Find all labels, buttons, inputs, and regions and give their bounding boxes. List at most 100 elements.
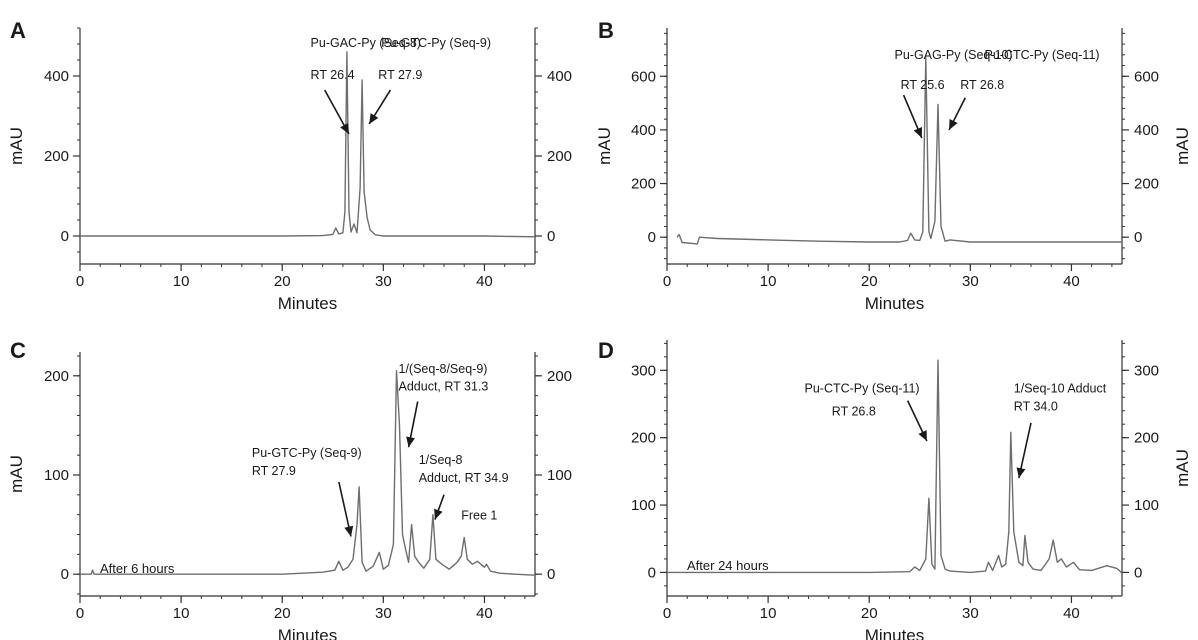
- x-tick-label: 20: [274, 273, 291, 290]
- annotation-arrow: [338, 481, 354, 537]
- y-tick-label-right: 400: [1134, 122, 1159, 139]
- y-tick-label-right: 0: [1134, 229, 1142, 246]
- x-tick-label: 30: [375, 273, 392, 290]
- y-tick-label-left: 0: [61, 566, 69, 583]
- peak-annotation: Pu-CTC-Py (Seq-11): [805, 382, 920, 396]
- time-note: After 24 hours: [687, 558, 769, 573]
- x-tick-label: 20: [861, 605, 878, 622]
- x-tick-label: 40: [476, 605, 493, 622]
- chromatogram-trace: [676, 56, 1122, 245]
- y-tick-label-right: 200: [1134, 430, 1159, 447]
- y-axis-title: mAU: [7, 127, 26, 165]
- chart-panel-d: D 0 10 20 30 40 0 0 100 100 200 200 300 300 Minutes mAU…: [598, 338, 1192, 640]
- x-tick-label: 10: [173, 605, 190, 622]
- panel-label: B: [598, 18, 614, 43]
- peak-annotation: Pu-GTC-Py (Seq-9): [381, 36, 491, 50]
- panel-label: C: [10, 338, 26, 363]
- peak-annotation: RT 34.0: [1014, 400, 1058, 414]
- annotation-arrow: [368, 89, 392, 125]
- y-tick-label-left: 400: [44, 68, 69, 85]
- y-tick-label-right: 400: [547, 68, 572, 85]
- chart-panel-c: C 0 10 20 30 40 0 0 100 100 200 200 Minutes mAU Pu-GTC…: [7, 338, 572, 640]
- peak-annotation: Adduct, RT 34.9: [419, 471, 509, 485]
- y-tick-label-left: 100: [631, 497, 656, 514]
- x-tick-label: 0: [663, 273, 671, 290]
- y-axis-title: mAU: [7, 455, 26, 493]
- time-note: After 6 hours: [100, 561, 175, 576]
- peak-annotation: Free 1: [461, 509, 497, 523]
- x-tick-label: 10: [173, 273, 190, 290]
- annotation-arrow: [906, 400, 928, 442]
- y-tick-label-right: 0: [547, 566, 555, 583]
- panel-label: D: [598, 338, 614, 363]
- peak-annotation: Pu-CTC-Py (Seq-11): [984, 48, 1099, 62]
- x-tick-label: 30: [962, 273, 979, 290]
- peak-annotation: 1/Seq-8: [419, 453, 463, 467]
- x-axis-title: Minutes: [865, 626, 925, 640]
- y-tick-label-left: 200: [44, 148, 69, 165]
- y-tick-label-right: 600: [1134, 68, 1159, 85]
- peak-annotation: RT 26.4: [311, 68, 355, 82]
- peak-annotation: Pu-GAC-Py (Seq-8): [311, 36, 421, 50]
- x-tick-label: 20: [274, 605, 291, 622]
- peak-annotation: Adduct, RT 31.3: [399, 380, 489, 394]
- y-tick-label-left: 0: [648, 564, 656, 581]
- x-axis-title: Minutes: [278, 294, 338, 313]
- annotation-arrow: [1016, 422, 1032, 479]
- panel-label: A: [10, 18, 26, 43]
- x-tick-label: 0: [76, 605, 84, 622]
- y-tick-label-right: 200: [547, 148, 572, 165]
- annotation-arrow: [406, 401, 419, 448]
- peak-annotation: 1/Seq-10 Adduct: [1014, 382, 1107, 396]
- x-tick-label: 30: [962, 605, 979, 622]
- y-tick-label-left: 200: [44, 368, 69, 385]
- x-tick-label: 40: [1063, 605, 1080, 622]
- x-axis-title: Minutes: [278, 626, 338, 640]
- peak-annotation: Pu-GAG-Py (Seq-10): [895, 48, 1013, 62]
- x-tick-label: 10: [760, 273, 777, 290]
- y-tick-label-right: 100: [547, 467, 572, 484]
- peak-annotation: Pu-GTC-Py (Seq-9): [252, 446, 362, 460]
- peak-annotation: RT 26.8: [960, 78, 1004, 92]
- y-axis-title-right: mAU: [1173, 449, 1192, 487]
- y-tick-label-left: 400: [631, 122, 656, 139]
- y-tick-label-left: 200: [631, 430, 656, 447]
- y-tick-label-right: 100: [1134, 497, 1159, 514]
- x-tick-label: 30: [375, 605, 392, 622]
- x-axis-title: Minutes: [865, 294, 925, 313]
- annotation-arrow: [323, 89, 350, 135]
- y-tick-label-right: 300: [1134, 362, 1159, 379]
- peak-annotation: RT 27.9: [378, 68, 422, 82]
- y-axis-title-right: mAU: [1173, 127, 1192, 165]
- peak-annotation: 1/(Seq-8/Seq-9): [399, 362, 488, 376]
- y-tick-label-left: 100: [44, 467, 69, 484]
- x-tick-label: 10: [760, 605, 777, 622]
- chromatogram-trace: [80, 370, 536, 576]
- y-tick-label-right: 200: [1134, 176, 1159, 193]
- y-tick-label-left: 0: [61, 228, 69, 245]
- chromatogram-trace: [80, 51, 536, 238]
- x-tick-label: 0: [663, 605, 671, 622]
- y-tick-label-right: 0: [547, 228, 555, 245]
- x-tick-label: 20: [861, 273, 878, 290]
- y-tick-label-right: 0: [1134, 564, 1142, 581]
- chromatogram-trace: [667, 359, 1123, 574]
- x-tick-label: 40: [1063, 273, 1080, 290]
- y-tick-label-left: 200: [631, 176, 656, 193]
- y-tick-label-right: 200: [547, 368, 572, 385]
- y-tick-label-left: 0: [648, 229, 656, 246]
- peak-annotation: RT 26.8: [832, 404, 876, 418]
- annotation-arrow: [948, 97, 966, 131]
- annotation-arrow: [434, 494, 445, 520]
- peak-annotation: RT 25.6: [901, 78, 945, 92]
- peak-annotation: RT 27.9: [252, 464, 296, 478]
- y-axis-title: mAU: [595, 127, 614, 165]
- y-tick-label-left: 600: [631, 68, 656, 85]
- x-tick-label: 40: [476, 273, 493, 290]
- annotation-arrow: [902, 94, 923, 139]
- x-tick-label: 0: [76, 273, 84, 290]
- y-tick-label-left: 300: [631, 362, 656, 379]
